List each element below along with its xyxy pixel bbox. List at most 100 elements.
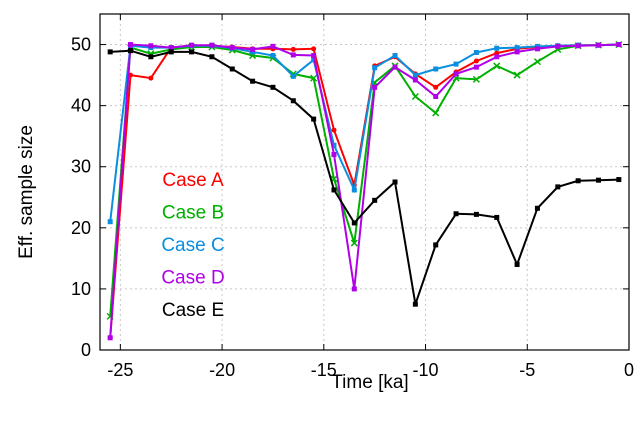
marker-stroke: [533, 58, 541, 66]
x-tick-label: -15: [311, 360, 337, 380]
legend-entry-case-c: Case C: [161, 235, 224, 256]
data-point-case-d: [209, 42, 215, 48]
data-point-case-e: [128, 48, 134, 54]
series-line-case-e: [110, 49, 619, 305]
data-point-case-e: [514, 261, 520, 267]
data-point-case-d: [351, 286, 357, 292]
legend-entry-case-a: Case A: [162, 170, 224, 191]
data-point-case-c: [331, 142, 337, 148]
marker-stroke: [432, 109, 440, 117]
data-point-case-d: [372, 84, 378, 90]
data-point-case-e: [189, 49, 195, 55]
data-point-case-b: [472, 75, 480, 83]
data-point-case-e: [107, 49, 113, 55]
data-point-case-e: [331, 187, 337, 193]
data-point-case-d: [433, 93, 439, 99]
data-point-case-b: [411, 92, 419, 101]
data-point-case-a: [331, 127, 337, 133]
y-tick-label: 0: [81, 340, 91, 360]
data-point-case-d: [392, 64, 398, 70]
data-point-case-b: [493, 62, 501, 70]
data-point-case-c: [372, 65, 378, 71]
data-point-case-d: [453, 71, 459, 77]
data-point-case-d: [168, 45, 174, 51]
legend-entry-case-e: Case E: [162, 300, 224, 321]
data-point-case-b: [432, 109, 440, 117]
data-point-case-b: [533, 58, 541, 66]
data-point-case-d: [534, 46, 540, 52]
data-point-case-e: [534, 205, 540, 211]
tick-labels: -25 -20 -15 -10 -5 0 0 10 20 30 40 50: [71, 35, 634, 380]
data-point-case-c: [433, 66, 439, 72]
data-point-case-e: [392, 179, 398, 185]
data-point-case-e: [168, 49, 174, 55]
data-point-case-e: [595, 177, 601, 183]
data-point-case-c: [473, 49, 479, 55]
x-tick-label: -20: [209, 360, 235, 380]
data-point-case-a: [290, 46, 296, 52]
data-point-case-e: [555, 184, 561, 190]
data-point-case-b: [310, 74, 318, 82]
x-axis-label: Time [ka]: [331, 372, 408, 393]
x-tick-label: -10: [413, 360, 439, 380]
grid-lines: [100, 14, 629, 350]
y-tick-label: 20: [71, 218, 91, 238]
data-point-case-e: [290, 98, 296, 104]
data-point-case-a: [433, 84, 439, 90]
marker-stroke: [472, 75, 480, 83]
data-point-case-d: [575, 43, 581, 49]
data-point-case-e: [351, 220, 357, 226]
data-point-case-d: [270, 43, 276, 49]
x-tick-label: -5: [519, 360, 535, 380]
data-point-case-d: [494, 54, 500, 60]
marker-stroke: [513, 71, 521, 79]
data-point-case-d: [473, 64, 479, 70]
marker-stroke: [310, 74, 318, 82]
data-point-case-e: [473, 211, 479, 217]
data-point-case-d: [107, 335, 113, 341]
data-point-case-c: [453, 61, 459, 67]
data-point-case-c: [107, 219, 113, 225]
data-point-case-d: [250, 46, 256, 52]
data-point-case-d: [148, 43, 154, 49]
data-point-case-c: [392, 53, 398, 59]
y-axis-label: Eff. sample size: [16, 125, 37, 259]
axes: [99, 13, 630, 351]
data-point-case-e: [148, 54, 154, 60]
y-tick-label: 10: [71, 279, 91, 299]
marker-stroke: [493, 62, 501, 70]
data-point-case-c: [514, 45, 520, 51]
data-point-case-a: [311, 46, 317, 52]
series-lines: [106, 41, 623, 341]
data-point-case-d: [128, 42, 134, 48]
data-point-case-c: [270, 53, 276, 59]
data-point-case-d: [290, 52, 296, 58]
y-tick-label: 30: [71, 157, 91, 177]
data-point-case-e: [575, 178, 581, 184]
marker-stroke: [411, 92, 419, 101]
data-point-case-d: [229, 45, 235, 51]
data-point-case-e: [372, 197, 378, 203]
y-tick-label: 40: [71, 96, 91, 116]
data-point-case-e: [209, 54, 215, 60]
x-tick-label: -25: [107, 360, 133, 380]
data-point-case-e: [494, 214, 500, 220]
legend-entry-case-b: Case B: [162, 203, 224, 224]
data-point-case-d: [412, 77, 418, 83]
data-point-case-d: [514, 49, 520, 55]
data-point-case-d: [311, 53, 317, 59]
series-line-case-d: [109, 43, 619, 338]
series-line-case-b: [109, 43, 619, 317]
data-point-case-e: [433, 242, 439, 248]
marker-stroke: [350, 239, 358, 247]
data-point-case-e: [229, 66, 235, 72]
data-point-case-d: [189, 42, 195, 48]
legend-entry-case-d: Case D: [161, 268, 224, 289]
data-point-case-d: [616, 42, 622, 48]
data-point-case-b: [513, 71, 521, 79]
data-point-case-e: [616, 177, 622, 183]
data-point-case-a: [473, 58, 479, 64]
x-tick-label: 0: [624, 360, 634, 380]
data-point-case-a: [148, 75, 154, 81]
